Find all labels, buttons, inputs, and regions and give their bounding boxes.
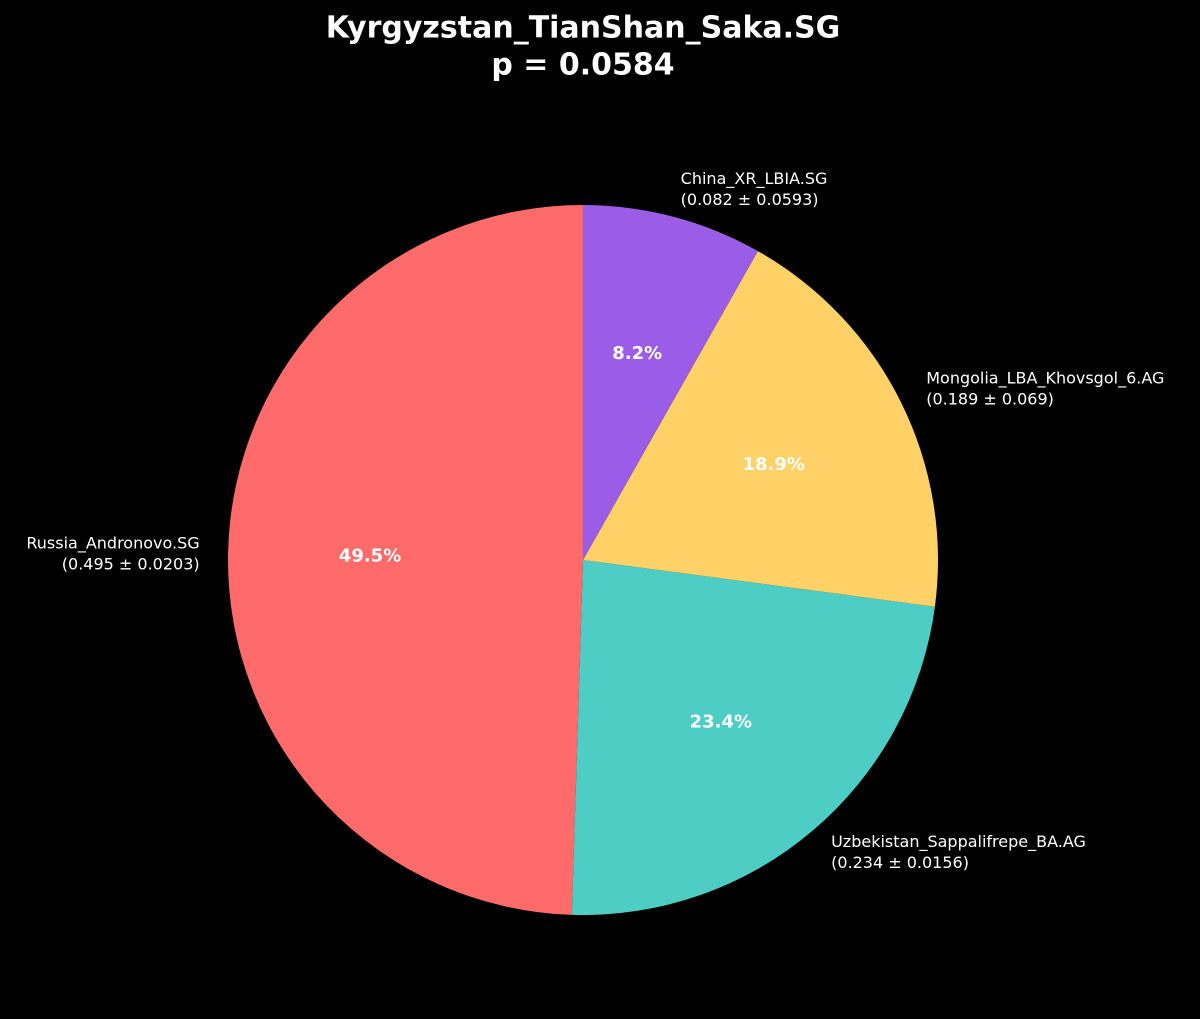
percent-label: 18.9% (742, 454, 804, 475)
slice-detail: (0.189 ± 0.069) (926, 390, 1054, 409)
pie-slice (571, 560, 935, 915)
slice-detail: (0.082 ± 0.0593) (681, 190, 819, 209)
percent-label: 23.4% (690, 711, 752, 732)
pie-slice (583, 205, 758, 560)
pie-slice (583, 251, 938, 607)
chart-title: Kyrgyzstan_TianShan_Saka.SG (326, 11, 841, 46)
slice-label: Mongolia_LBA_Khovsgol_6.AG (926, 369, 1164, 389)
pie-slice (228, 205, 584, 915)
slice-label: Russia_Andronovo.SG (26, 533, 199, 553)
slice-detail: (0.495 ± 0.0203) (62, 554, 200, 573)
percent-label: 8.2% (612, 343, 662, 364)
chart-subtitle: p = 0.0584 (491, 48, 674, 83)
slice-label: Uzbekistan_Sappalifrepe_BA.AG (831, 832, 1086, 852)
percent-label: 49.5% (339, 546, 401, 567)
slice-detail: (0.234 ± 0.0156) (831, 853, 969, 872)
slice-label: China_XR_LBIA.SG (681, 169, 828, 189)
